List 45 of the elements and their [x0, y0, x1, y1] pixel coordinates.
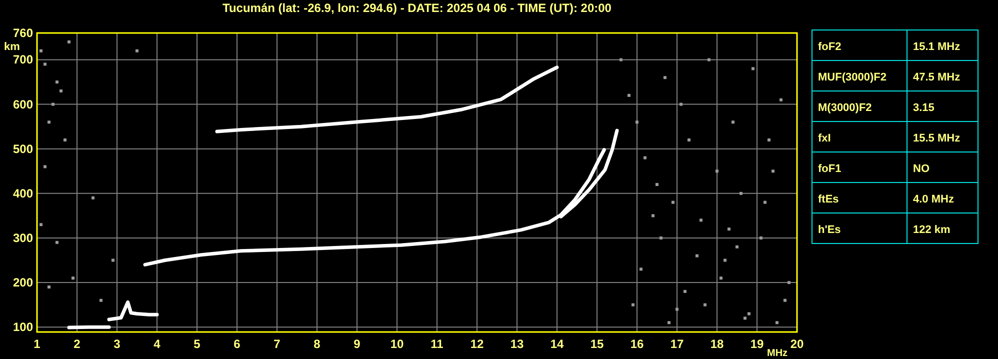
- x-tick-label: 13: [510, 337, 524, 351]
- category-label: foF1: [818, 163, 842, 175]
- x-tick-label: 19: [750, 337, 764, 351]
- x-tick-label: 6: [234, 337, 241, 351]
- x-axis-title: MHz: [767, 348, 788, 359]
- y-tick-label: 760: [12, 26, 34, 40]
- x-tick-label: 18: [710, 337, 724, 351]
- category-label: ftEs: [818, 194, 839, 206]
- y-tick-label: 500: [12, 142, 34, 156]
- x-tick-label: 12: [470, 337, 484, 351]
- x-tick-label: 17: [670, 337, 684, 351]
- text: 3.15: [913, 102, 934, 114]
- x-tick-label: 11: [430, 337, 444, 351]
- y-tick-label: 300: [12, 230, 34, 245]
- category-label: MUF(3000)F2: [818, 72, 886, 84]
- text: 15.5 MHz: [913, 132, 960, 144]
- x-tick-label: 14: [550, 337, 564, 351]
- x-tick-label: 7: [274, 337, 281, 351]
- x-tick-label: 10: [390, 337, 404, 351]
- category-label: fxI: [818, 132, 831, 144]
- text: 4.0 MHz: [913, 194, 954, 206]
- y-tick-label: 400: [12, 186, 34, 200]
- x-tick-label: 2: [74, 337, 81, 351]
- x-tick-label: 15: [590, 337, 604, 351]
- x-tick-label: 5: [194, 337, 201, 351]
- y-tick-label: 600: [12, 97, 34, 112]
- x-tick-label: 3: [114, 337, 121, 351]
- x-tick-label: 20: [790, 337, 804, 351]
- category-label: M(3000)F2: [818, 102, 872, 114]
- y-tick-label: 700: [12, 52, 34, 67]
- y-axis-title: km: [4, 41, 20, 53]
- text: 15.1 MHz: [913, 41, 960, 53]
- x-tick-label: 1: [34, 337, 41, 351]
- chart-title: Tucumán (lat: -26.9, lon: 294.6) - DATE: 2025 04 06 - TIME (UT): 20:00: [222, 1, 612, 15]
- x-tick-label: 9: [354, 337, 361, 351]
- text: NO: [913, 163, 930, 175]
- x-tick-label: 8: [314, 337, 321, 351]
- text: 122 km: [913, 224, 950, 236]
- y-tick-label: 100: [12, 320, 34, 334]
- x-tick-label: 4: [154, 337, 161, 351]
- text: 47.5 MHz: [913, 72, 960, 84]
- category-label: foF2: [818, 41, 842, 53]
- category-label: h'Es: [818, 224, 841, 236]
- y-tick-label: 200: [12, 276, 34, 290]
- x-tick-label: 16: [630, 337, 644, 351]
